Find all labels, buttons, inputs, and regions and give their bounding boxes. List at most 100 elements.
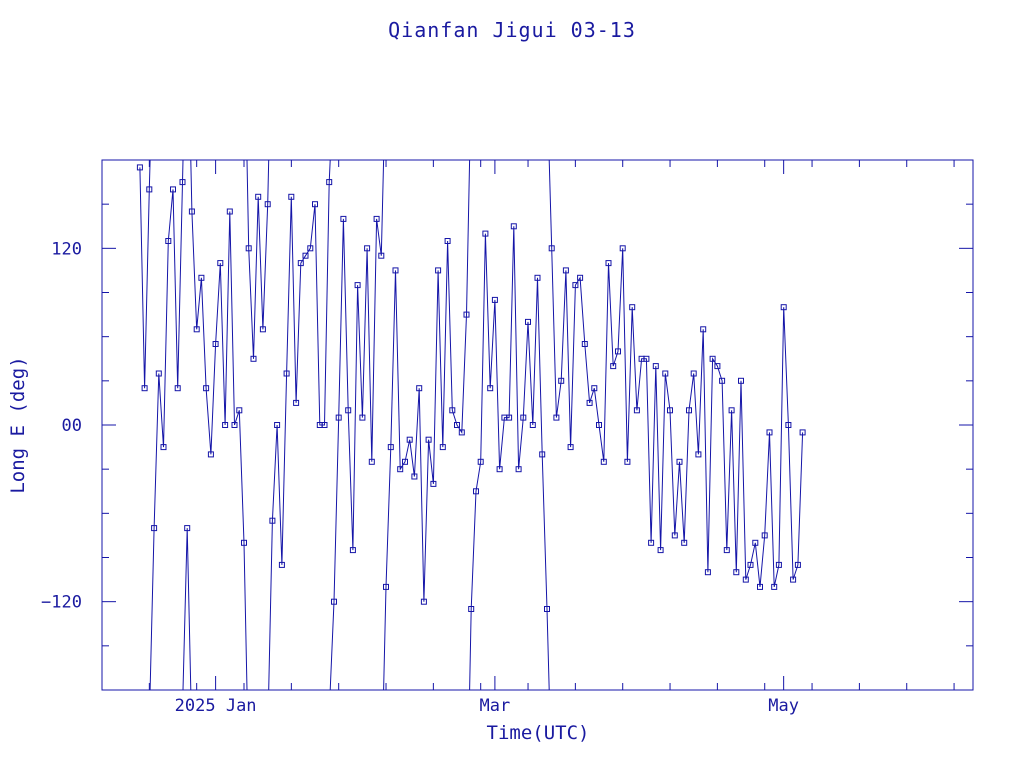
data-point: [780, 304, 787, 311]
data-point: [383, 583, 389, 590]
data-point: [719, 377, 726, 384]
data-point: [345, 407, 352, 414]
data-point: [596, 422, 602, 428]
data-point: [624, 458, 631, 465]
data-point: [378, 252, 385, 259]
series-line: [139, 160, 804, 690]
data-point: [368, 458, 375, 465]
data-point: [709, 355, 716, 362]
data-point: [302, 252, 309, 259]
data-point: [259, 326, 266, 333]
data-point: [662, 370, 669, 377]
series-layer: [136, 160, 806, 690]
data-point: [402, 458, 408, 465]
data-point: [397, 466, 404, 473]
data-point: [615, 348, 621, 355]
x-axis-label: Time(UTC): [487, 722, 590, 744]
data-point: [591, 385, 598, 392]
data-point: [506, 414, 513, 421]
data-point: [207, 451, 214, 458]
data-point: [245, 245, 252, 252]
data-point: [681, 539, 688, 546]
data-point: [496, 466, 503, 473]
data-point: [288, 193, 295, 200]
data-point: [794, 561, 801, 568]
data-point: [766, 429, 773, 436]
data-point: [364, 245, 371, 252]
plot-frame: [101, 159, 974, 691]
data-point: [529, 422, 536, 428]
data-point: [733, 569, 740, 576]
data-point: [704, 569, 711, 576]
data-point: [633, 407, 640, 414]
data-point: [491, 296, 498, 303]
data-point: [558, 377, 565, 384]
data-point: [728, 407, 735, 414]
data-point: [198, 274, 205, 281]
y-tick-label: −120: [41, 593, 82, 613]
data-point: [406, 436, 413, 443]
data-point: [141, 385, 148, 392]
data-point: [160, 444, 167, 451]
y-axis-label: Long E (deg): [7, 356, 29, 493]
data-point: [283, 370, 290, 377]
data-point: [771, 583, 778, 590]
data-point: [236, 407, 243, 414]
data-point: [326, 179, 333, 186]
data-point: [340, 215, 347, 222]
data-point: [269, 517, 276, 524]
data-point: [354, 282, 361, 289]
data-point: [165, 238, 172, 244]
data-point: [525, 318, 531, 325]
data-point: [581, 341, 588, 347]
data-point: [667, 407, 673, 414]
data-point: [411, 473, 418, 480]
data-point: [605, 260, 612, 267]
data-point: [539, 451, 546, 458]
data-point: [136, 164, 143, 171]
data-point: [307, 245, 314, 252]
data-point: [151, 525, 158, 532]
data-point: [359, 414, 366, 421]
data-point: [392, 267, 399, 274]
data-point: [193, 326, 200, 333]
data-point: [155, 370, 162, 377]
x-tick-label: May: [768, 696, 799, 716]
data-point: [430, 480, 437, 487]
data-point: [515, 466, 522, 473]
data-point: [562, 267, 569, 274]
data-point: [775, 561, 782, 568]
data-point: [416, 385, 423, 392]
data-point: [700, 326, 707, 333]
data-point: [226, 208, 233, 215]
data-point: [577, 274, 584, 281]
data-point: [373, 215, 380, 222]
data-point: [146, 186, 153, 193]
data-point: [534, 274, 541, 281]
data-point: [335, 414, 342, 421]
data-point: [652, 363, 659, 370]
data-point: [463, 311, 470, 318]
data-point: [420, 598, 427, 605]
data-point: [629, 304, 636, 311]
data-point: [278, 561, 285, 568]
data-point: [174, 385, 181, 392]
data-point: [553, 414, 560, 421]
data-point: [686, 407, 692, 414]
x-axis: 2025 Jan Mar May: [101, 160, 955, 716]
data-point: [657, 547, 664, 554]
data-point: [799, 429, 806, 436]
data-point: [425, 436, 432, 443]
data-point: [544, 606, 550, 612]
data-point: [321, 422, 328, 428]
data-point: [331, 598, 337, 605]
data-point: [231, 422, 238, 428]
data-point: [586, 399, 593, 406]
data-point: [785, 422, 792, 428]
data-point: [572, 282, 579, 289]
data-point: [203, 385, 210, 392]
data-point: [643, 355, 650, 362]
data-point: [690, 370, 697, 377]
data-point: [747, 561, 754, 568]
